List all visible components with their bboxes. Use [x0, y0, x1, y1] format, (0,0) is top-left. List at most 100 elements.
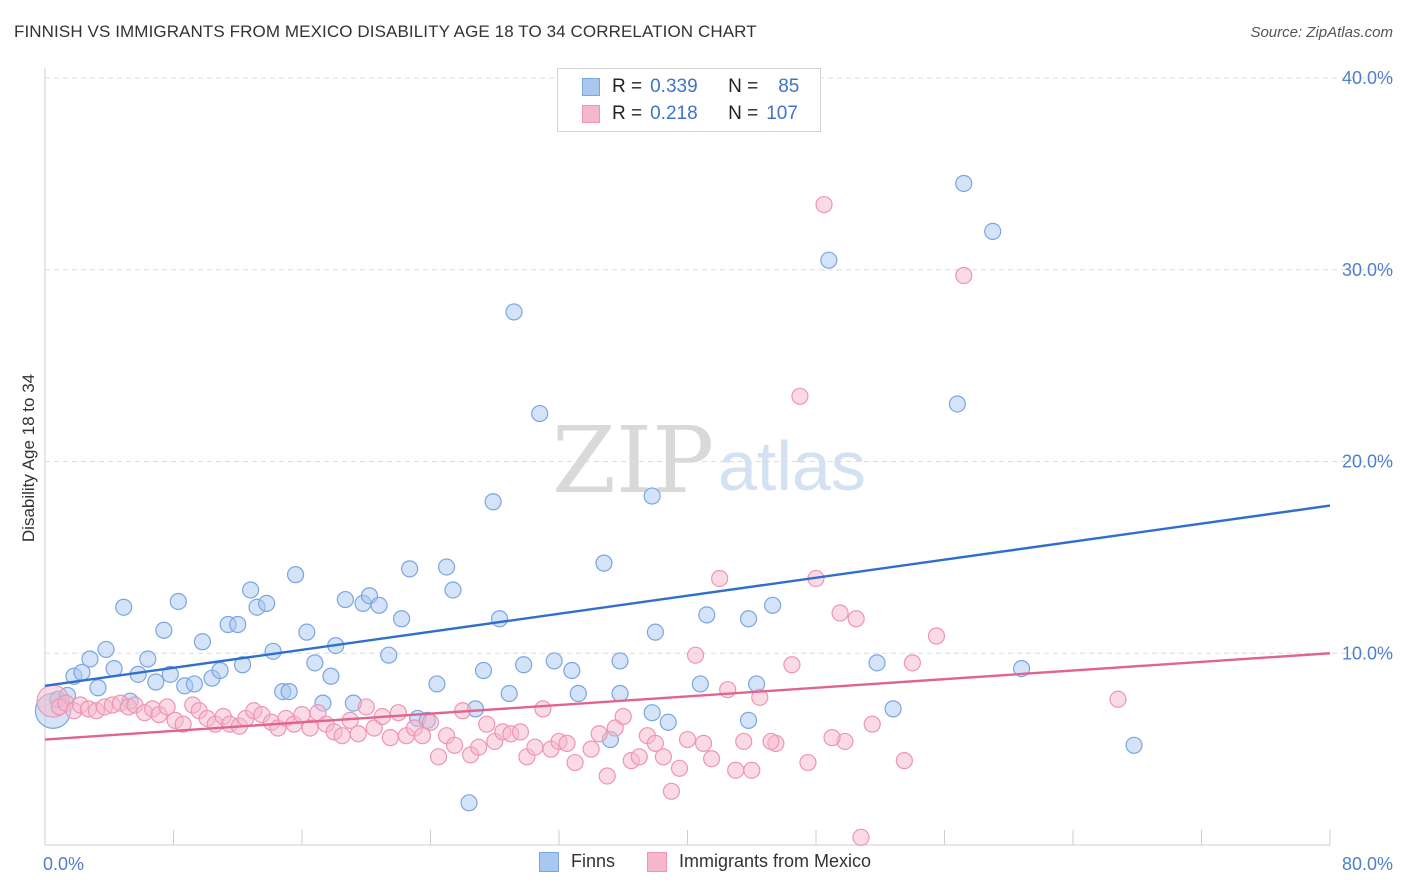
mexico-point [654, 748, 673, 766]
mexico-point [630, 748, 648, 766]
mexico-point [863, 715, 881, 733]
y-tick-labels: 10.0% 20.0% 30.0% 40.0% [1342, 68, 1393, 663]
mexico-point [791, 387, 809, 405]
finns-point [484, 493, 502, 511]
legend-row-mexico: R = 0.218 N = 107 [582, 100, 798, 128]
mexico-point [903, 654, 921, 672]
mexico-point [478, 715, 496, 733]
finns-point [258, 594, 276, 612]
legend-r-label: R = [612, 103, 643, 124]
finns-point [820, 251, 838, 269]
mexico-point [582, 740, 600, 758]
mexico-point [429, 748, 448, 766]
chart-title: FINNISH VS IMMIGRANTS FROM MEXICO DISABI… [14, 22, 757, 41]
mexico-point [381, 729, 399, 747]
mexico-point [301, 719, 319, 737]
mexico-point [413, 727, 432, 745]
mexico-point [389, 704, 407, 722]
finns-point [545, 652, 563, 670]
mexico-point [852, 828, 870, 846]
mexico-point [895, 752, 913, 770]
grid [45, 77, 1392, 654]
mexico-point [762, 732, 780, 751]
bottom-legend-finns[interactable]: Finns [539, 851, 615, 872]
finns-point [370, 596, 388, 614]
mexico-point [357, 698, 375, 716]
finns-point [1125, 736, 1143, 754]
legend-box: R = 0.339 N = 85 R = 0.218 N = 107 [557, 68, 821, 132]
mexico-point [662, 782, 681, 800]
finns-point [764, 596, 782, 614]
mexico-point [783, 656, 801, 674]
finns-trend-line [44, 504, 1331, 688]
mexico-point [702, 750, 721, 768]
mexico-point [751, 688, 769, 706]
finns-point [500, 684, 518, 703]
legend-n-value: 85 [778, 76, 800, 97]
mexico-trend-line [44, 652, 1331, 741]
legend-r-value: 0.218 [650, 103, 698, 124]
legend-row-finns: R = 0.339 N = 85 [582, 73, 799, 101]
finns-point [531, 404, 549, 423]
legend-n-label: N = [728, 76, 759, 97]
finns-point [691, 675, 709, 693]
finns-point [646, 623, 664, 641]
finns-point [984, 222, 1002, 240]
mexico-point [646, 734, 664, 752]
finns-point [229, 615, 247, 634]
finns-point [698, 606, 716, 624]
finns-point [515, 656, 533, 674]
mexico-label: Immigrants from Mexico [679, 851, 872, 871]
mexico-point [735, 732, 753, 751]
finns-point [643, 704, 661, 722]
finns-point [380, 646, 398, 664]
watermark-atlas: atlas [718, 427, 866, 505]
bottom-legend: Finns Immigrants from Mexico [539, 851, 871, 872]
finns-point [193, 633, 212, 651]
finns-point [155, 621, 173, 639]
mexico-point [614, 707, 632, 726]
mexico-point [598, 767, 616, 785]
finns-point [569, 684, 587, 703]
finns-point [595, 554, 613, 572]
finns-point [611, 652, 629, 670]
finns-point [322, 667, 340, 685]
finns-point [139, 650, 157, 668]
mexico-point [927, 627, 946, 645]
finns-point [211, 661, 229, 680]
series-mexico [36, 195, 1127, 846]
finns-point [298, 623, 316, 641]
finns-label: Finns [571, 851, 616, 871]
finns-point [97, 640, 115, 659]
mexico-point [678, 730, 697, 749]
finns-point [428, 675, 446, 693]
finns-point [89, 679, 107, 697]
mexico-point [511, 723, 530, 741]
mexico-point [421, 713, 440, 731]
mexico-point [445, 736, 464, 754]
x-tick-label: 80.0% [1342, 854, 1393, 874]
mexico-point [333, 727, 351, 745]
x-tick-label: 0.0% [43, 854, 84, 874]
mexico-point [558, 734, 576, 752]
finns-point [336, 590, 354, 609]
legend-swatch-finns [582, 78, 600, 96]
bottom-legend-mexico[interactable]: Immigrants from Mexico [647, 851, 871, 872]
legend-swatch-mexico [582, 105, 600, 123]
mexico-point [743, 761, 761, 779]
y-tick-label: 10.0% [1342, 643, 1393, 663]
mexico-point [590, 725, 608, 743]
x-tick-labels: 0.0% 80.0% [43, 854, 1393, 874]
finns-point [659, 713, 677, 731]
finns-point [286, 566, 305, 584]
mexico-point [823, 729, 841, 747]
finns-point [460, 794, 478, 812]
y-tick-label: 20.0% [1342, 452, 1393, 472]
watermark-zip: ZIP [552, 407, 714, 514]
y-axis-title: Disability Age 18 to 34 [19, 374, 38, 542]
y-tick-label: 30.0% [1342, 260, 1393, 280]
mexico-point [526, 738, 544, 756]
finns-point [306, 654, 324, 672]
mexico-point [815, 195, 833, 214]
